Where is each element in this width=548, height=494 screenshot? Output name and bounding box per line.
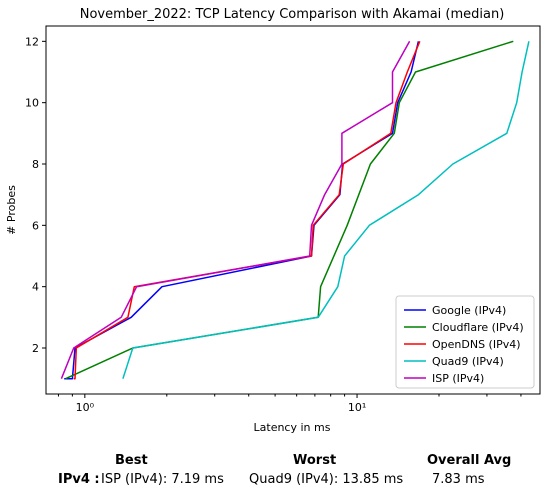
legend-entry: Quad9 (IPv4) — [432, 355, 504, 368]
axes-layer: 2 4 6 8 10 12 10⁰ 10¹ — [25, 35, 522, 414]
y-axis-label: # Probes — [5, 185, 18, 235]
legend-entry: Google (IPv4) — [432, 304, 506, 317]
best-value: ISP (IPv4): 7.19 ms — [101, 472, 224, 487]
legend-entry: Cloudflare (IPv4) — [432, 321, 524, 334]
series-line-isp-ipv4 — [60, 40, 411, 379]
summary-table: Best Worst Overall Avg IPv4 : ISP (IPv4)… — [0, 450, 548, 494]
series-line-opendns-ipv4 — [73, 41, 421, 380]
chart-title: November_2022: TCP Latency Comparison wi… — [80, 7, 505, 22]
y-tick-label: 2 — [32, 342, 39, 355]
latency-chart: November_2022: TCP Latency Comparison wi… — [5, 7, 541, 434]
legend-box — [395, 295, 535, 389]
worst-value: Quad9 (IPv4): 13.85 ms — [249, 472, 404, 487]
x-tick-label: 10⁰ — [76, 401, 95, 414]
y-tick-label: 4 — [32, 281, 39, 294]
ipv4-row-label: IPv4 : — [58, 472, 100, 487]
plot-area — [45, 25, 541, 395]
x-tick-label: 10¹ — [348, 401, 366, 414]
best-header: Best — [115, 453, 148, 468]
x-axis-label: Latency in ms — [254, 421, 331, 434]
legend-entry: ISP (IPv4) — [432, 372, 484, 385]
worst-header: Worst — [293, 453, 337, 468]
legend-entry: OpenDNS (IPv4) — [432, 338, 521, 351]
overall-avg-header: Overall Avg — [427, 453, 512, 468]
y-tick-label: 6 — [32, 219, 39, 232]
series-line-google-ipv4 — [64, 41, 420, 380]
series-layer — [60, 40, 530, 380]
overall-avg-value: 7.83 ms — [432, 472, 485, 487]
y-tick-label: 10 — [25, 97, 39, 110]
series-line-quad9-ipv4 — [122, 41, 530, 379]
y-tick-label: 8 — [32, 158, 39, 171]
legend: Google (IPv4) Cloudflare (IPv4) OpenDNS (I… — [395, 295, 535, 389]
y-tick-label: 12 — [25, 35, 39, 48]
